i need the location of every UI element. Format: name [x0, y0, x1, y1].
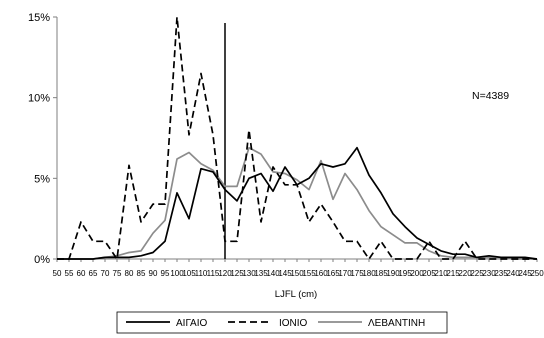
legend: ΑΙΓΑΙΟ ΙΟΝΙΟ ΛΕΒΑΝΤΙΝΗ — [116, 311, 448, 334]
x-axis-title: LJFL (cm) — [275, 289, 317, 300]
x-tick-label: 115 — [207, 269, 220, 278]
x-tick-label: 105 — [182, 269, 196, 278]
x-tick-label: 230 — [482, 269, 496, 278]
sample-size-annotation: N=4389 — [472, 90, 509, 102]
x-tick-label: 130 — [242, 269, 256, 278]
x-tick-label: 210 — [434, 269, 448, 278]
x-tick-label: 75 — [113, 269, 122, 278]
x-tick-label: 170 — [338, 269, 352, 278]
x-tick-label: 145 — [278, 269, 292, 278]
x-tick-label: 220 — [458, 269, 472, 278]
y-tick-label: 15% — [28, 12, 50, 24]
x-tick-label: 200 — [410, 269, 424, 278]
x-tick-label: 165 — [326, 269, 340, 278]
x-tick-label: 205 — [422, 269, 436, 278]
x-tick-label: 100 — [170, 269, 184, 278]
x-tick-label: 235 — [494, 269, 508, 278]
x-tick-label: 135 — [254, 269, 268, 278]
x-tick-label: 245 — [518, 269, 532, 278]
y-tick-label: 5% — [34, 173, 50, 185]
x-tick-label: 80 — [125, 269, 134, 278]
x-tick-label: 215 — [446, 269, 460, 278]
x-tick-label: 225 — [470, 269, 484, 278]
x-tick-label: 155 — [302, 269, 316, 278]
x-tick-label: 85 — [137, 269, 146, 278]
x-tick-label: 125 — [230, 269, 244, 278]
x-tick-label: 60 — [77, 269, 86, 278]
x-tick-label: 90 — [149, 269, 158, 278]
legend-label: ΙΟΝΙΟ — [279, 318, 308, 329]
legend-label: ΛΕΒΑΝΤΙΝΗ — [368, 318, 425, 329]
x-tick-label: 160 — [314, 269, 328, 278]
series-group — [57, 16, 538, 260]
y-tick-label: 10% — [28, 93, 50, 105]
series-line-levantini — [57, 146, 537, 260]
x-tick-label: 95 — [161, 269, 170, 278]
x-tick-label: 240 — [506, 269, 520, 278]
x-tick-label: 50 — [53, 269, 62, 278]
x-tick-label: 250 — [530, 269, 544, 278]
y-tick-label: 0% — [34, 254, 50, 266]
x-tick-label: 195 — [398, 269, 412, 278]
x-tick-label: 70 — [101, 269, 110, 278]
x-tick-label: 190 — [386, 269, 400, 278]
x-tick-label: 185 — [374, 269, 388, 278]
series-line-ionio — [57, 16, 537, 260]
x-tick-label: 150 — [290, 269, 304, 278]
x-tick-label: 140 — [266, 269, 280, 278]
x-tick-label: 180 — [362, 269, 376, 278]
x-tick-label: 65 — [89, 269, 98, 278]
legend-label: ΑΙΓΑΙΟ — [176, 318, 207, 329]
x-tick-label: 55 — [65, 269, 74, 278]
x-tick-label: 110 — [195, 269, 208, 278]
x-tick-label: 175 — [350, 269, 364, 278]
x-tick-label: 120 — [218, 269, 232, 278]
legend-box — [116, 311, 448, 334]
